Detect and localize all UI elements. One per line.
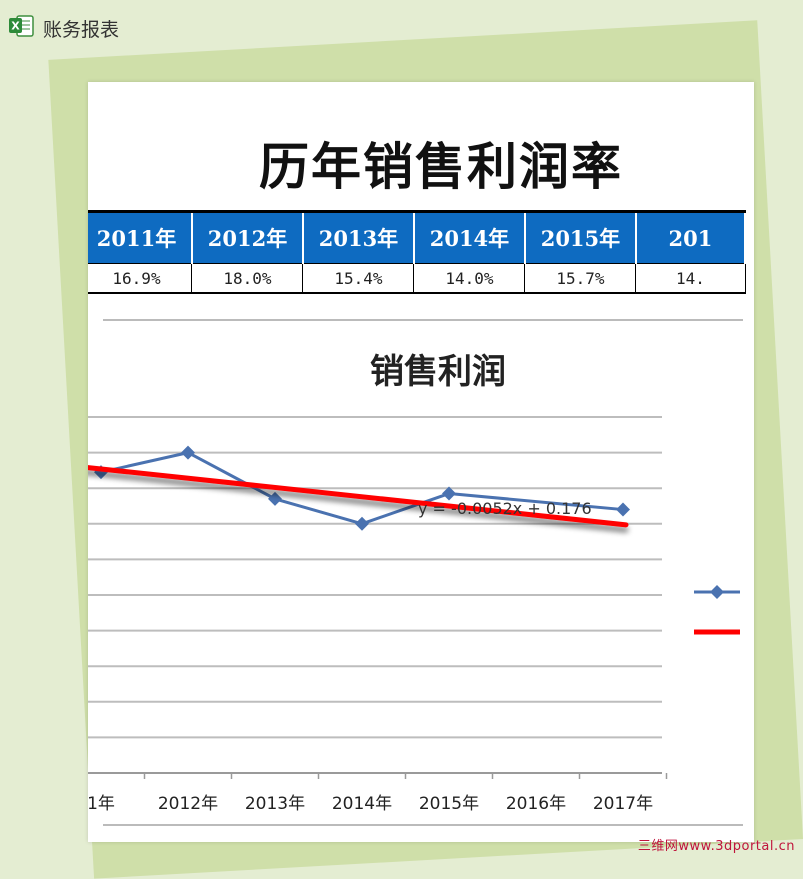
app-title: 账务报表 xyxy=(43,19,120,41)
data-point xyxy=(616,502,630,517)
header-cell: 2011年 xyxy=(88,210,193,264)
report-title: 历年销售利润率 xyxy=(259,138,623,196)
chart-bottom-border xyxy=(103,824,743,826)
trendline xyxy=(88,465,629,528)
header-cell: 201 xyxy=(634,210,747,264)
excel-icon: X xyxy=(9,15,34,37)
data-point xyxy=(355,516,369,531)
x-tick-label: 2012年 xyxy=(158,794,218,814)
value-cell: 18.0% xyxy=(191,263,304,294)
value-cell: 14. xyxy=(635,263,746,294)
x-tick-label: 2015年 xyxy=(419,794,479,814)
x-tick-label: 2014年 xyxy=(332,794,392,814)
trendline-equation: y = -0.0052x + 0.176 xyxy=(418,499,592,518)
data-point xyxy=(268,491,282,506)
x-tick-label: 2017年 xyxy=(593,794,653,814)
value-cell: 15.7% xyxy=(524,263,637,294)
table-header-row: 2011年 2012年 2013年 2014年 2015年 201 xyxy=(88,210,747,264)
data-point xyxy=(181,445,195,460)
legend-series-marker xyxy=(710,585,724,599)
x-tick-label: 1年 xyxy=(88,794,115,814)
value-cell: 14.0% xyxy=(413,263,526,294)
profit-rate-table: 2011年 2012年 2013年 2014年 2015年 201 16.9% … xyxy=(88,210,747,294)
table-value-row: 16.9% 18.0% 15.4% 14.0% 15.7% 14. xyxy=(88,263,746,294)
x-tick-label: 2013年 xyxy=(245,794,305,814)
chart-top-border xyxy=(103,319,743,321)
value-cell: 15.4% xyxy=(302,263,415,294)
profit-line-chart: 1年 2012年 2013年 2014年 2015年 2016年 2017年 y = -0.… xyxy=(88,416,740,814)
report-page: 历年销售利润率 2011年 2012年 2013年 2014年 2015年 20… xyxy=(88,82,754,842)
header-cell: 2015年 xyxy=(523,210,637,264)
data-point xyxy=(442,486,456,501)
header-cell: 2012年 xyxy=(190,210,304,264)
watermark: 三维网www.3dportal.cn xyxy=(637,839,795,854)
svg-text:X: X xyxy=(11,20,20,33)
chart-title: 销售利润 xyxy=(370,352,506,392)
value-cell: 16.9% xyxy=(88,263,193,294)
title-bar: X 账务报表 xyxy=(0,0,803,50)
x-tick-label: 2016年 xyxy=(506,794,566,814)
series-line xyxy=(100,451,624,526)
header-cell: 2013年 xyxy=(301,210,415,264)
header-cell: 2014年 xyxy=(412,210,526,264)
